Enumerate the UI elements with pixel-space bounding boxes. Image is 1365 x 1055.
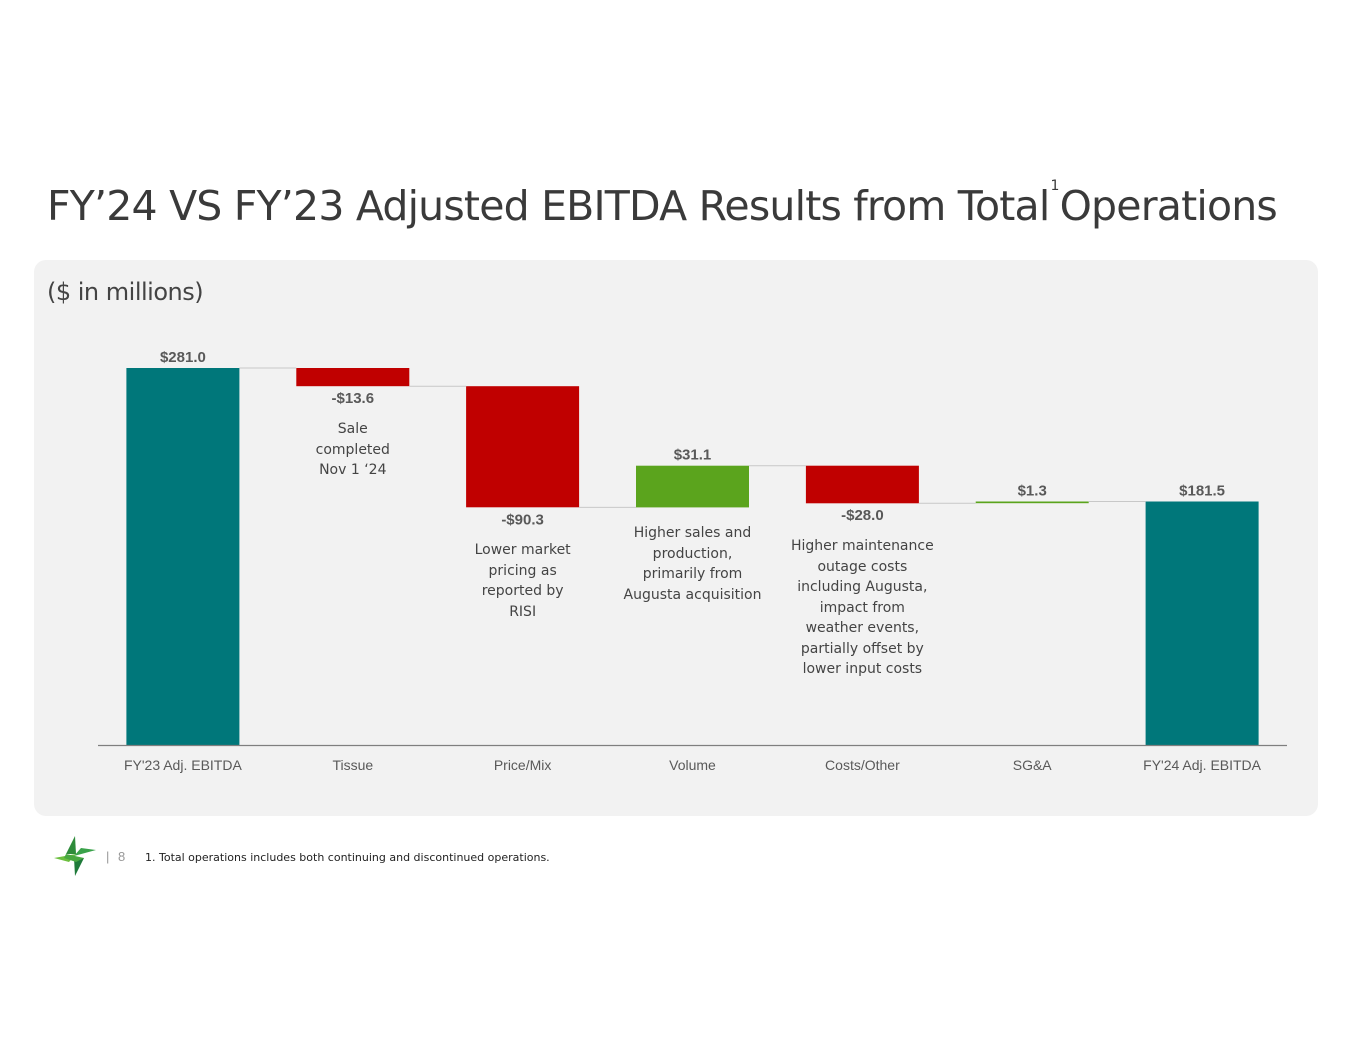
annotation-line: Lower market: [474, 542, 571, 559]
title-main: FY’24 VS FY’23 Adjusted EBITDA Results f…: [47, 182, 1050, 230]
annotation-line: RISI: [509, 603, 537, 620]
annotation-line: Nov 1 ‘24: [319, 462, 387, 479]
annotation-line: Higher sales and: [633, 525, 752, 542]
page-number: 8: [118, 849, 126, 864]
footer-separator: |: [106, 849, 110, 864]
annotation-price-mix: Lower market pricing as reported by RISI: [475, 540, 571, 622]
annotation-line: including Augusta,: [797, 579, 928, 596]
annotation-line: weather events,: [805, 620, 920, 637]
title-footnote-marker: 1: [1050, 178, 1059, 194]
annotation-line: impact from: [819, 599, 905, 616]
annotation-line: lower input costs: [802, 661, 923, 678]
category-label-tissue: Tissue: [332, 757, 373, 773]
annotation-line: Augusta acquisition: [623, 586, 762, 603]
annotation-line: partially offset by: [800, 640, 924, 657]
category-label-volume: Volume: [669, 757, 716, 773]
annotation-tissue: Sale completed Nov 1 ‘24: [316, 419, 390, 481]
bar-tissue: [296, 368, 410, 387]
annotation-line: primarily from: [642, 566, 743, 583]
company-logo-icon: [54, 836, 96, 876]
value-label-price-mix: -$90.3: [501, 511, 544, 528]
footnote: 1. Total operations includes both contin…: [145, 851, 550, 864]
annotation-line: outage costs: [817, 558, 908, 575]
bar-price-mix: [466, 386, 580, 508]
annotation-costs-other: Higher maintenance outage costs including …: [791, 536, 934, 680]
value-label-fy-24-adj-ebitda: $181.5: [1179, 483, 1225, 500]
annotation-line: Higher maintenance: [790, 538, 934, 555]
bar-costs-other: [805, 465, 919, 504]
bar-fy-24-adj-ebitda: [1145, 501, 1259, 745]
category-label-fy-24-adj-ebitda: FY'24 Adj. EBITDA: [1143, 757, 1261, 773]
category-label-price-mix: Price/Mix: [494, 757, 552, 773]
category-label-costs-other: Costs/Other: [825, 757, 900, 773]
annotation-line: Sale: [337, 421, 368, 438]
bar-sg-a: [975, 501, 1089, 504]
category-label-fy-23-adj-ebitda: FY'23 Adj. EBITDA: [124, 757, 242, 773]
title-end: Operations: [1059, 182, 1278, 230]
bar-fy-23-adj-ebitda: [126, 368, 240, 745]
value-label-costs-other: -$28.0: [841, 507, 884, 524]
page-title: FY’24 VS FY’23 Adjusted EBITDA Results f…: [47, 178, 1278, 230]
bar-volume: [636, 465, 749, 508]
value-label-fy-23-adj-ebitda: $281.0: [160, 349, 206, 366]
category-label-sg-a: SG&A: [1013, 757, 1053, 773]
annotation-line: reported by: [481, 583, 564, 600]
value-label-volume: $31.1: [674, 447, 712, 464]
annotation-volume: Higher sales and production, primarily fro…: [624, 523, 762, 605]
value-label-tissue: -$13.6: [332, 390, 375, 407]
chart-panel: [34, 260, 1318, 816]
value-label-sg-a: $1.3: [1018, 483, 1047, 500]
annotation-line: pricing as: [488, 562, 557, 579]
annotation-line: production,: [652, 545, 733, 562]
units-label: ($ in millions): [47, 278, 204, 306]
annotation-line: completed: [315, 441, 390, 458]
